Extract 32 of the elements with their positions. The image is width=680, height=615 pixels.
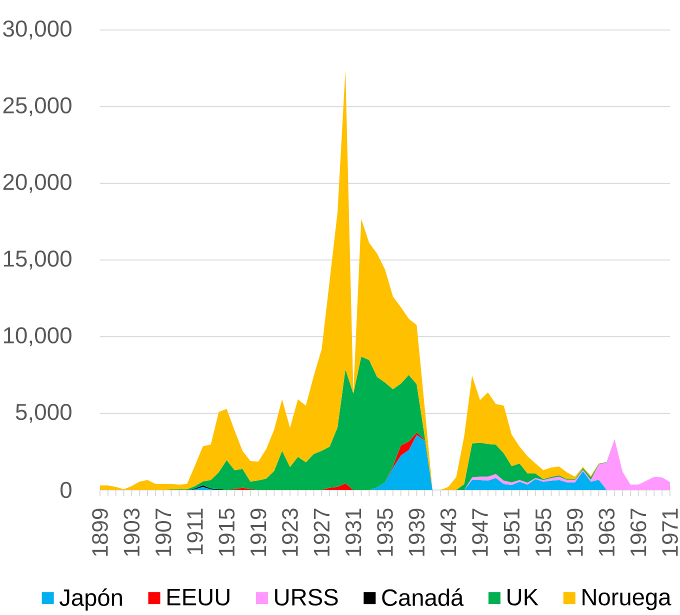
y-tick-label: 10,000 [4, 327, 72, 346]
y-tick-label: 0 [60, 482, 72, 498]
x-tick-label: 1911 [187, 508, 203, 554]
x-tick-label: 1939 [408, 508, 425, 556]
x-tick-label: 1947 [472, 508, 488, 556]
y-tick-label: 15,000 [4, 250, 72, 270]
x-tick-label: 1907 [155, 508, 172, 556]
x-tick-label: 1963 [598, 508, 615, 556]
x-tick-label: 1903 [124, 508, 140, 556]
x-tick-label: 1967 [630, 508, 646, 556]
y-tick-label: 20,000 [3, 174, 72, 193]
x-tick-label: 1915 [218, 508, 235, 556]
legend-label: EEUU [168, 588, 230, 606]
x-tick-label: 1951 [504, 508, 520, 556]
x-tick-label: 1959 [567, 508, 583, 556]
legend-label: Noruega [582, 588, 672, 610]
legend-label: Canadá [382, 588, 464, 606]
x-tick-label: 1943 [440, 508, 456, 556]
y-tick-label: 5,000 [16, 404, 72, 423]
x-tick-label: 1931 [345, 508, 362, 556]
x-tick-label: 1955 [535, 508, 552, 556]
y-tick-label: 25,000 [3, 97, 72, 116]
x-tick-label: 1971 [662, 508, 678, 556]
legend-label: UK [508, 588, 538, 606]
legend-label: URSS [275, 588, 338, 606]
x-tick-label: 1927 [314, 508, 330, 556]
x-tick-label: 1919 [250, 508, 266, 556]
legend-label: Japón [60, 588, 122, 611]
x-tick-label: 1923 [282, 508, 298, 556]
x-tick-label: 1935 [377, 508, 393, 556]
y-tick-label: 30,000 [3, 20, 72, 40]
x-tick-label: 1899 [92, 508, 108, 556]
